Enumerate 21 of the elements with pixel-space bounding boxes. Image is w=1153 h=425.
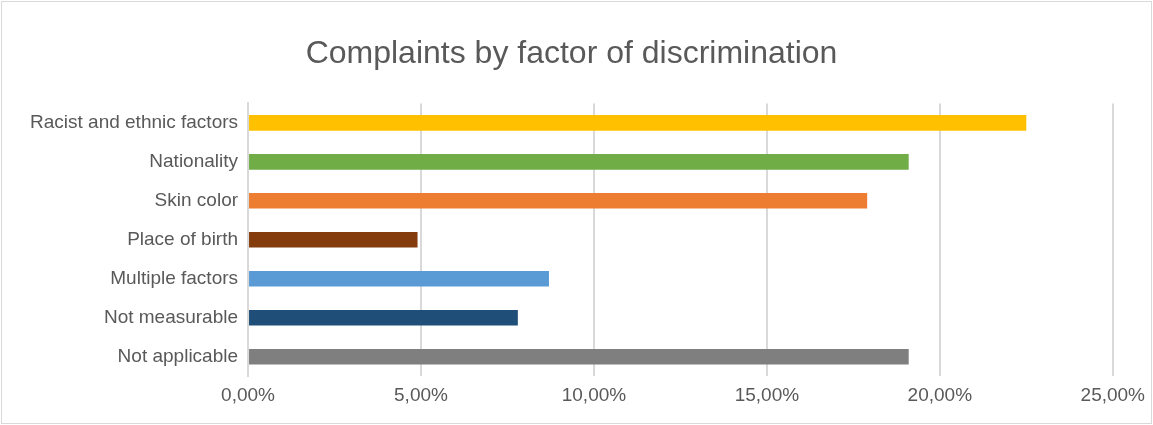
y-tick-label: Not applicable xyxy=(117,344,239,366)
bar xyxy=(249,348,909,365)
x-tick-label: 15,00% xyxy=(734,383,800,405)
bar xyxy=(249,270,549,287)
x-tick-label: 5,00% xyxy=(394,383,449,405)
y-tick-label: Skin color xyxy=(154,189,239,211)
bar xyxy=(249,232,418,248)
y-tick-label: Racist and ethnic factors xyxy=(30,111,239,133)
y-tick-label: Nationality xyxy=(149,150,239,172)
bar xyxy=(249,193,868,209)
x-tick-label: 0,00% xyxy=(221,383,276,405)
bar xyxy=(249,154,909,170)
bar xyxy=(249,309,518,326)
y-tick-label: Place of birth xyxy=(127,228,239,250)
y-tick-label: Not measurable xyxy=(103,305,239,327)
y-tick-label: Multiple factors xyxy=(110,267,239,289)
x-tick-label: 20,00% xyxy=(907,383,973,405)
bar xyxy=(249,115,1027,131)
x-tick-label: 10,00% xyxy=(561,383,627,405)
x-tick-label: 25,00% xyxy=(1080,383,1146,405)
chart-title: Complaints by factor of discrimination xyxy=(305,34,838,71)
